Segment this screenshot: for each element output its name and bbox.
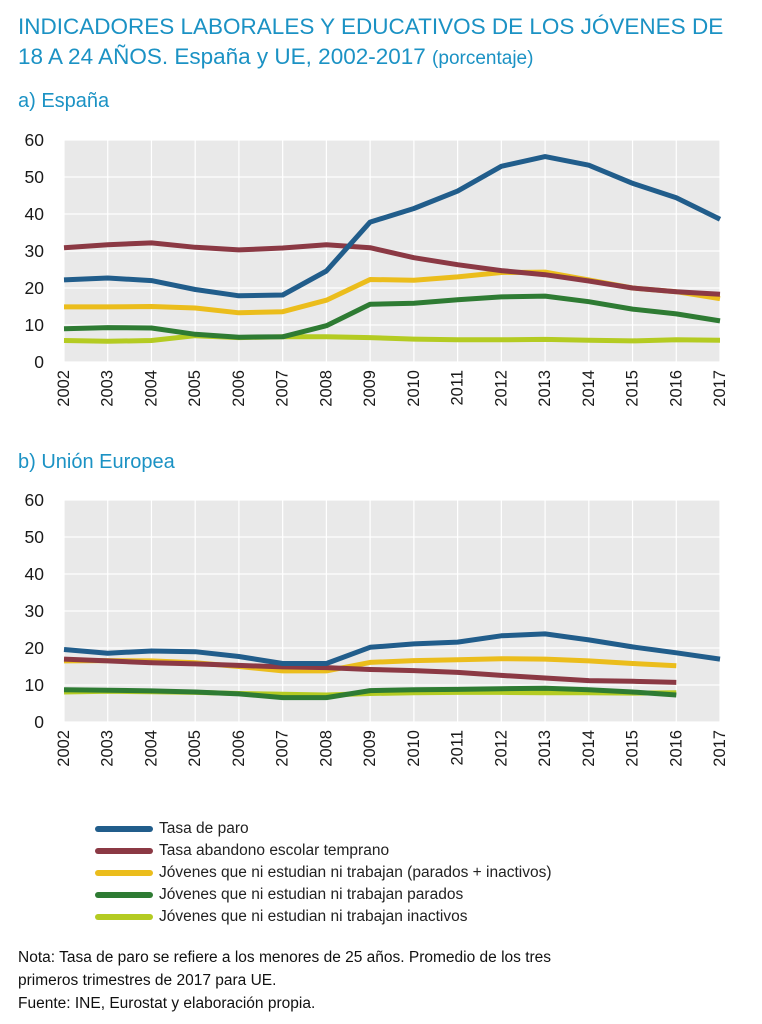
y-tick-label: 50 [25,527,45,547]
legend-label: Tasa de paro [159,820,249,837]
footnote: Nota: Tasa de paro se refiere a los meno… [18,946,748,1015]
legend-label: Jóvenes que ni estudian ni trabajan inac… [159,908,468,925]
x-tick-label: 2015 [624,370,642,407]
legend-item: Jóvenes que ni estudian ni trabajan para… [95,884,551,906]
x-tick-label: 2003 [99,730,117,767]
x-tick-label: 2008 [317,730,335,767]
legend-item: Jóvenes que ni estudian ni trabajan inac… [95,906,551,928]
y-tick-label: 60 [25,490,45,510]
x-tick-label: 2008 [317,370,335,407]
chart-title: INDICADORES LABORALES Y EDUCATIVOS DE LO… [18,12,748,74]
x-tick-label: 2004 [142,370,160,407]
footnote-source: Fuente: INE, Eurostat y elaboración prop… [18,995,316,1012]
x-tick-label: 2013 [536,370,554,407]
legend-label: Tasa abandono escolar temprano [159,842,390,859]
y-tick-label: 40 [25,564,45,584]
x-tick-label: 2009 [361,730,379,767]
x-tick-label: 2014 [580,730,598,767]
x-tick-label: 2017 [711,370,729,407]
x-tick-label: 2016 [667,730,685,767]
x-tick-label: 2011 [449,370,467,405]
x-tick-label: 2006 [230,730,248,767]
legend-item: Tasa de paro [95,818,551,840]
x-tick-label: 2012 [492,730,510,767]
x-tick-label: 2007 [274,370,292,407]
x-tick-label: 2004 [142,730,160,767]
chart-espana: 0 10 20 30 40 50 60 2002 2003 2004 2005 2006 2007 200… [25,130,729,407]
y-tick-label: 30 [25,601,45,621]
x-tick-label: 2005 [186,730,204,767]
series-line [63,240,721,297]
y-tick-label: 40 [25,204,45,224]
x-tick-label: 2016 [667,370,685,407]
legend-swatch [95,892,153,898]
chart-union-europea: 0 10 20 30 40 50 60 2002 2003 2004 2005 2006 2007 200… [25,490,729,767]
x-tick-label: 2014 [580,370,598,407]
legend-swatch [95,826,153,832]
x-tick-label: 2017 [711,730,729,767]
series-line [63,333,721,344]
legend-item: Tasa abandono escolar temprano [95,840,551,862]
y-tick-label: 0 [34,712,44,732]
x-tick-label: 2009 [361,370,379,407]
x-tick-label: 2002 [55,730,73,767]
footnote-line: Nota: Tasa de paro se refiere a los meno… [18,949,552,966]
y-tick-label: 20 [25,638,45,658]
legend-label: Jóvenes que ni estudian ni trabajan (par… [159,864,552,881]
chart-title-unit: (porcentaje) [432,48,534,69]
x-tick-label: 2006 [230,370,248,407]
y-tick-label: 10 [25,675,45,695]
y-tick-label: 20 [25,278,45,298]
legend-label: Jóvenes que ni estudian ni trabajan para… [159,886,464,903]
y-tick-label: 30 [25,241,45,261]
x-tick-label: 2010 [405,730,423,767]
y-tick-label: 50 [25,167,45,187]
y-tick-label: 10 [25,315,45,335]
x-tick-label: 2010 [405,370,423,407]
x-tick-label: 2015 [624,730,642,767]
series-line [63,685,677,701]
legend-item: Jóvenes que ni estudian ni trabajan (par… [95,862,551,884]
chart-title-main: INDICADORES LABORALES Y EDUCATIVOS DE LO… [18,14,724,69]
chart-legend: Tasa de paro Tasa abandono escolar tempr… [95,818,551,928]
panel-title-espana: a) España [18,90,110,112]
footnote-line: primeros trimestres de 2017 para UE. [18,972,277,989]
legend-swatch [95,914,153,920]
panel-title-ue: b) Unión Europea [18,451,175,473]
legend-swatch [95,848,153,854]
x-tick-label: 2002 [55,370,73,407]
series-line [63,293,721,340]
y-tick-label: 0 [34,352,44,372]
x-tick-label: 2012 [492,370,510,407]
legend-swatch [95,870,153,876]
x-tick-label: 2013 [536,730,554,767]
series-line [63,631,721,666]
y-tick-label: 60 [25,130,45,150]
series-line [63,154,722,299]
x-tick-label: 2011 [449,730,467,765]
series-line [63,656,677,685]
x-tick-label: 2005 [186,370,204,407]
x-tick-label: 2007 [274,730,292,767]
x-tick-label: 2003 [99,370,117,407]
